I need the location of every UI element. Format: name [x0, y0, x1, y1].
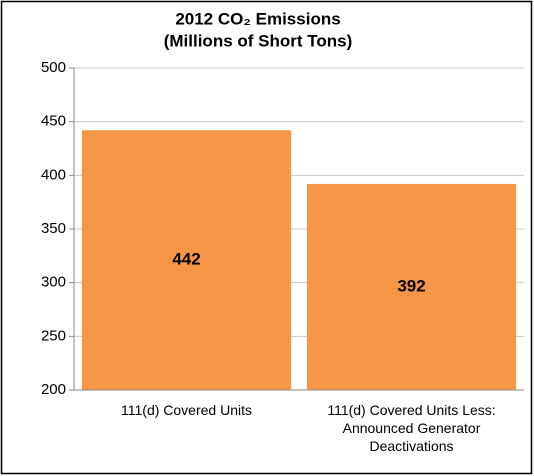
x-tick-label: 111(d) Covered Units [121, 402, 252, 418]
data-label: 392 [397, 276, 425, 295]
x-tick-label: 111(d) Covered Units Less: Announced Gen… [327, 402, 496, 454]
bar [81, 130, 292, 390]
y-tick-label: 300 [41, 274, 66, 291]
y-tick-label: 200 [41, 381, 66, 398]
y-tick-label: 500 [41, 59, 66, 76]
data-label: 442 [172, 250, 200, 269]
y-tick-label: 250 [41, 327, 66, 344]
bar [306, 183, 517, 390]
y-tick-label: 450 [41, 113, 66, 130]
chart-subtitle: (Millions of Short Tons) [164, 31, 353, 50]
chart-title: 2012 CO₂ Emissions [175, 9, 340, 28]
y-tick-label: 400 [41, 166, 66, 183]
y-tick-label: 350 [41, 220, 66, 237]
